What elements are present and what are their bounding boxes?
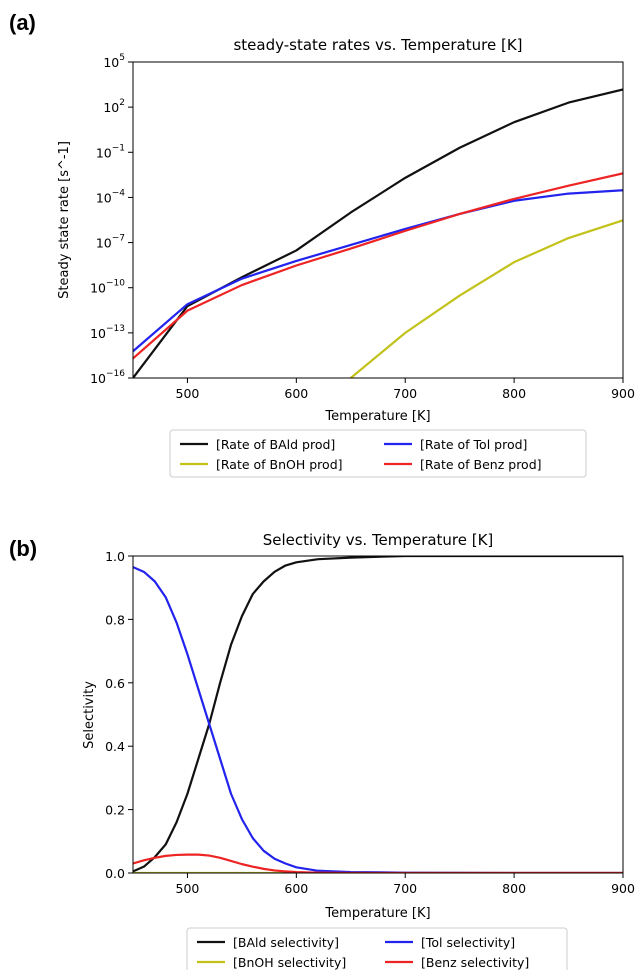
chart-0-legend: [Rate of BAld prod] [Rate of BnOH prod] [R… bbox=[169, 429, 587, 478]
chart-b-plot-area: 500 600 700 800 900 0.0 0.2 0.4 0.6 0.8 1.0 [BAld s… bbox=[105, 549, 635, 970]
y-tick-label: 0.8 bbox=[105, 612, 125, 627]
chart-0-frame bbox=[132, 61, 624, 379]
series-line-benz-selectivity bbox=[133, 853, 623, 873]
x-tick-label: 900 bbox=[611, 881, 635, 896]
chart-a-xlabel: Temperature [K] bbox=[324, 409, 430, 424]
x-tick-label: 500 bbox=[176, 881, 200, 896]
y-tick-label: 10−4 bbox=[96, 188, 125, 205]
series-line-rate-of-benz-prod bbox=[133, 172, 623, 360]
y-tick-label: 0.4 bbox=[105, 739, 125, 754]
x-tick-label: 700 bbox=[393, 386, 417, 401]
legend-label: [Rate of BnOH prod] bbox=[216, 457, 343, 472]
y-tick-label: 0.2 bbox=[105, 803, 125, 818]
y-tick-label: 10−10 bbox=[90, 279, 125, 296]
x-tick-label: 900 bbox=[611, 386, 635, 401]
y-tick-label: 0.0 bbox=[105, 866, 125, 881]
panel-label-b: (b) bbox=[9, 536, 37, 561]
x-tick-label: 600 bbox=[284, 386, 308, 401]
chart-1-frame bbox=[132, 555, 624, 874]
legend-label: [Rate of BAld prod] bbox=[216, 437, 335, 452]
x-tick-label: 500 bbox=[176, 386, 200, 401]
chart-a-title: steady-state rates vs. Temperature [K] bbox=[233, 36, 522, 54]
series-line-bald-selectivity bbox=[133, 556, 623, 873]
x-tick-label: 700 bbox=[393, 881, 417, 896]
x-tick-label: 800 bbox=[502, 386, 526, 401]
chart-0-series-group bbox=[133, 88, 623, 378]
chart-b-selectivity: Selectivity vs. Temperature [K] Temperat… bbox=[82, 531, 635, 970]
series-line-rate-of-bnoh-prod bbox=[349, 219, 623, 378]
y-tick-label: 10−16 bbox=[90, 369, 125, 386]
y-tick-label: 10−13 bbox=[90, 324, 125, 341]
panel-label-a: (a) bbox=[9, 10, 36, 35]
chart-1-series-group bbox=[133, 556, 623, 873]
legend-frame bbox=[186, 927, 568, 970]
series-line-tol-selectivity bbox=[133, 566, 623, 873]
y-tick-label: 102 bbox=[103, 98, 125, 115]
chart-1-legend: [BAld selectivity] [BnOH selectivity] [Tol… bbox=[186, 927, 568, 970]
legend-frame bbox=[169, 429, 587, 478]
y-tick-label: 105 bbox=[103, 53, 125, 70]
x-tick-label: 600 bbox=[284, 881, 308, 896]
legend-label: [BnOH selectivity] bbox=[233, 955, 346, 970]
chart-b-ylabel: Selectivity bbox=[82, 681, 97, 749]
y-tick-label: 10−1 bbox=[96, 143, 125, 160]
y-tick-label: 0.6 bbox=[105, 676, 125, 691]
series-line-rate-of-bald-prod bbox=[133, 88, 623, 378]
chart-a-ylabel: Steady state rate [s^-1] bbox=[57, 141, 72, 299]
legend-label: [BAld selectivity] bbox=[233, 935, 339, 950]
chart-b-xlabel: Temperature [K] bbox=[324, 906, 430, 921]
chart-a-rates: steady-state rates vs. Temperature [K] T… bbox=[57, 36, 635, 478]
x-tick-label: 800 bbox=[502, 881, 526, 896]
legend-label: [Rate of Tol prod] bbox=[420, 437, 527, 452]
series-line-rate-of-tol-prod bbox=[133, 189, 623, 353]
chart-b-title: Selectivity vs. Temperature [K] bbox=[263, 531, 494, 549]
legend-label: [Benz selectivity] bbox=[421, 955, 529, 970]
legend-label: [Tol selectivity] bbox=[421, 935, 515, 950]
y-tick-label: 1.0 bbox=[105, 549, 125, 564]
chart-a-plot-area: 500 600 700 800 900 10−16 10−13 10−10 10−7 10−4 10… bbox=[90, 53, 635, 478]
legend-label: [Rate of Benz prod] bbox=[420, 457, 542, 472]
y-tick-label: 10−7 bbox=[96, 234, 125, 251]
